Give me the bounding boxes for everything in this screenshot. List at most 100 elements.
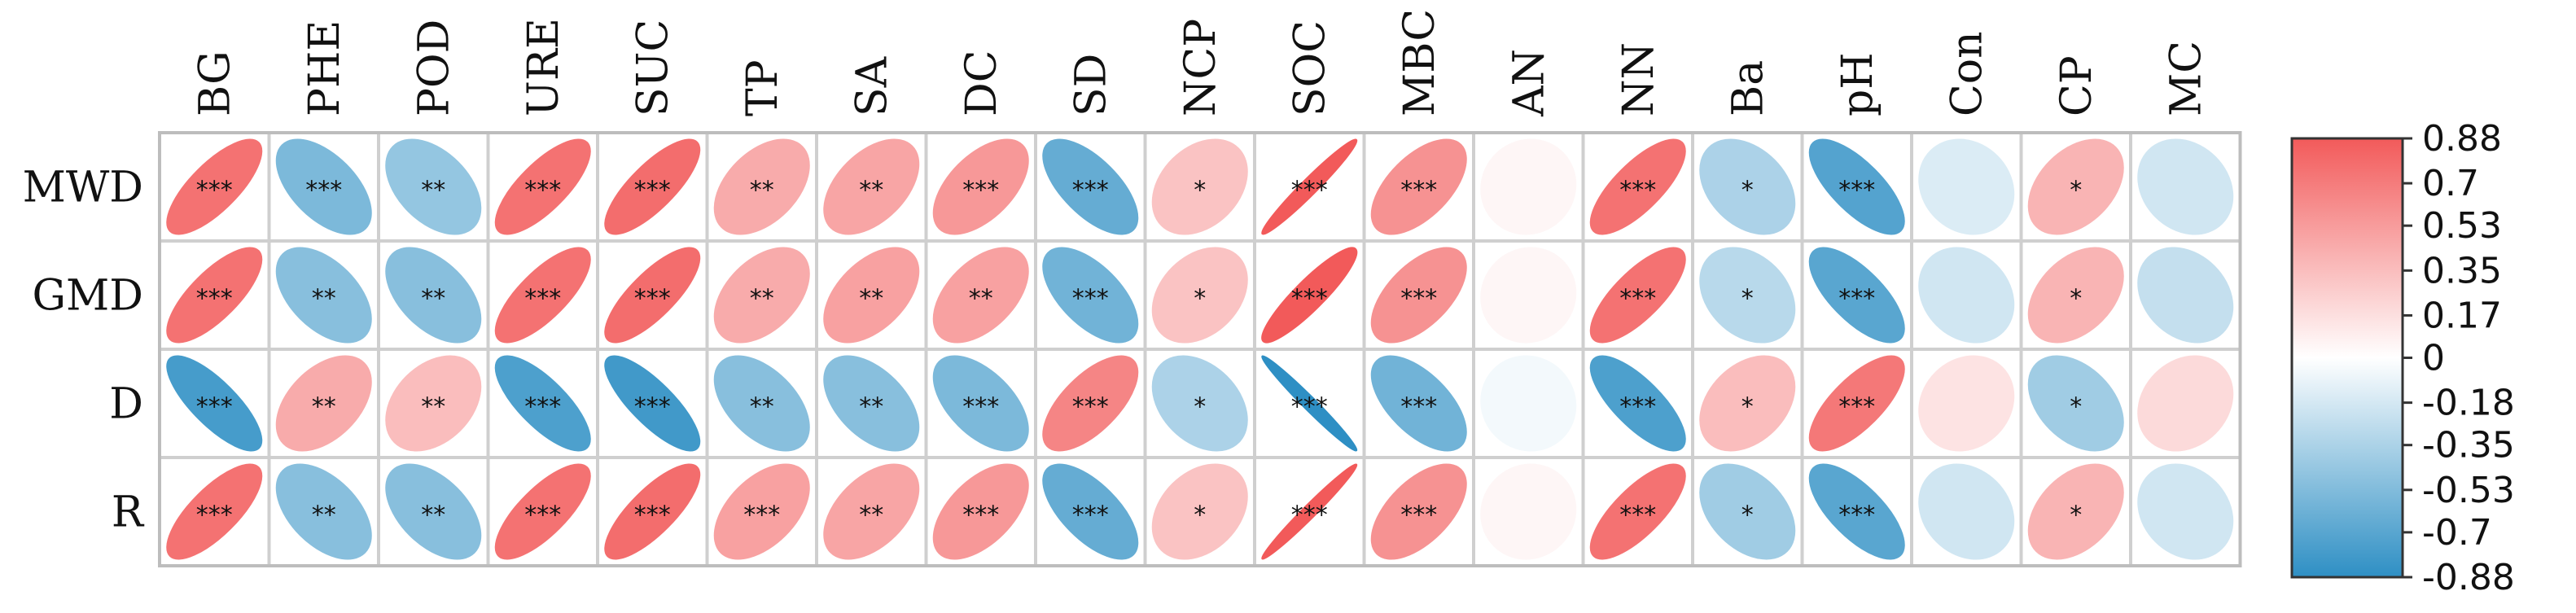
colorbar-tick-label: 0 [2422,338,2445,379]
cell-GMD-Con [1910,239,2023,351]
significance-label: ** [421,285,445,313]
correlation-ellipse [1261,247,1358,344]
significance-label: ** [750,393,774,422]
significance-label: *** [1838,285,1875,313]
correlation-ellipse [1042,355,1139,452]
cell-D-MBC: *** [1362,348,1475,459]
significance-label: *** [1291,501,1328,530]
cell-MWD-SD: *** [1034,131,1147,243]
correlation-ellipse [1699,355,1796,452]
correlation-ellipse [1918,463,2015,560]
matrix-grid: *** *** ** *** *** ** ** *** *** * *** *** *** * *** **… [158,131,2242,567]
correlation-ellipse [604,247,701,344]
row-label: D [109,380,143,429]
cell-R-PHE: ** [267,456,380,567]
correlation-ellipse [2027,355,2124,452]
significance-label: *** [1838,393,1875,422]
cell-D-PHE: ** [267,348,380,459]
significance-label: * [1741,285,1754,313]
significance-label: *** [524,501,561,530]
significance-label: *** [524,393,561,422]
significance-label: *** [1400,393,1437,422]
colorbar-tick-label: 0.53 [2422,205,2502,247]
significance-label: * [1741,177,1754,205]
cell-D-CP: * [2019,348,2132,459]
cell-GMD-NN: *** [1581,239,1694,351]
correlation-ellipse [166,355,263,452]
correlation-ellipse [1918,247,2015,344]
correlation-ellipse [2137,355,2234,452]
correlation-ellipse [385,463,482,560]
cell-MWD-DC: *** [924,131,1037,243]
correlation-ellipse [1042,247,1139,344]
correlation-ellipse [1589,247,1686,344]
correlation-ellipse [1042,138,1139,235]
significance-label: *** [524,285,561,313]
correlation-ellipse [1151,138,1248,235]
significance-label: ** [859,393,883,422]
significance-label: *** [634,285,671,313]
significance-label: *** [962,501,999,530]
colorbar-gradient [2292,138,2403,577]
correlation-ellipse [494,355,591,452]
cell-D-NCP: * [1143,348,1256,459]
correlation-ellipse [166,463,263,560]
cell-R-BG: *** [158,456,271,567]
correlation-ellipse [385,138,482,235]
significance-label: ** [859,285,883,313]
cell-R-SD: *** [1034,456,1147,567]
cell-R-CP: * [2019,456,2132,567]
column-label: POD [410,20,458,116]
significance-label: *** [962,393,999,422]
correlation-ellipse [275,463,372,560]
correlation-ellipse [1589,355,1686,452]
significance-label: ** [750,285,774,313]
significance-label: *** [524,177,561,205]
cell-GMD-AN [1472,239,1585,351]
significance-label: * [2070,285,2082,313]
cell-R-DC: *** [924,456,1037,567]
cell-MWD-POD: ** [377,131,490,243]
correlation-ellipse [713,138,810,235]
correlation-ellipse [494,247,591,344]
correlation-ellipse [1918,355,2015,452]
cell-GMD-SD: *** [1034,239,1147,351]
cell-GMD-Ba: * [1691,239,1804,351]
significance-label: *** [1291,393,1328,422]
cell-MWD-URE: *** [486,131,599,243]
significance-label: * [1194,501,1206,530]
significance-label: * [1194,177,1206,205]
colorbar-tick-label: -0.18 [2422,383,2515,424]
column-label: MBC [1395,9,1444,116]
significance-label: ** [859,177,883,205]
cell-R-MC [2129,456,2242,567]
significance-label: *** [1291,177,1328,205]
correlation-ellipse [932,247,1029,344]
correlation-ellipse [1918,138,2015,235]
cell-GMD-PHE: ** [267,239,380,351]
column-label: TP [738,59,787,116]
correlation-ellipse [823,463,920,560]
significance-label: ** [859,501,883,530]
significance-label: *** [1072,393,1109,422]
cell-GMD-POD: ** [377,239,490,351]
correlation-ellipse [1151,463,1248,560]
correlation-ellipse [823,247,920,344]
column-label: AN [1505,49,1553,117]
colorbar-tick-label: -0.7 [2422,512,2492,554]
correlation-ellipse [1261,355,1358,452]
significance-label: *** [743,501,780,530]
significance-label: *** [1619,285,1656,313]
cell-R-TP: *** [705,456,818,567]
cell-R-POD: ** [377,456,490,567]
grid-frame [158,131,2242,567]
significance-label: ** [421,393,445,422]
significance-label: *** [196,393,233,422]
significance-label: * [2070,501,2082,530]
cell-D-SUC: *** [596,348,709,459]
correlation-ellipse [2137,138,2234,235]
significance-label: *** [196,177,233,205]
correlation-ellipse [1808,463,1905,560]
correlation-ellipse [1699,138,1796,235]
